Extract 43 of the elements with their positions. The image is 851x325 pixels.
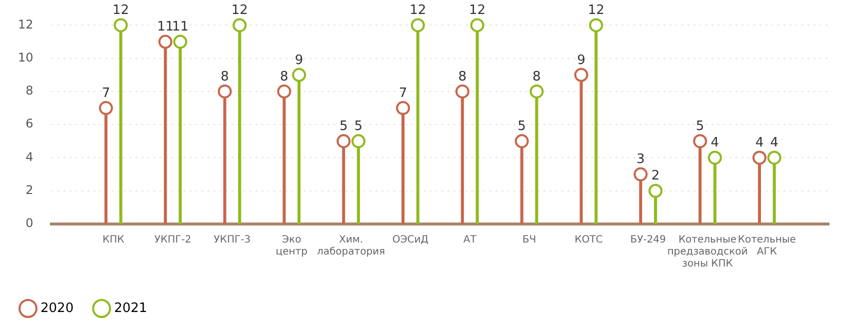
x-tick-label: КОТС — [574, 234, 603, 246]
data-label: 12 — [112, 3, 130, 18]
x-tick-label: Хим. лаборатория — [316, 234, 386, 258]
data-label: 7 — [102, 86, 110, 101]
x-tick-label: БЧ — [522, 234, 536, 246]
data-label: 11 — [172, 20, 188, 35]
data-label: 8 — [220, 69, 229, 84]
data-label: 4 — [770, 136, 778, 151]
data-label: 2 — [651, 168, 660, 184]
y-tick-label: 0 — [26, 216, 34, 230]
data-label: 5 — [696, 119, 704, 134]
data-label: 7 — [398, 86, 408, 101]
data-label: 12 — [410, 3, 426, 18]
data-label: 5 — [354, 119, 363, 134]
x-tick-label: Эко центр — [276, 234, 308, 258]
y-tick-label: 12 — [18, 17, 34, 32]
x-tick-label: ОЭСиД — [392, 234, 429, 246]
y-tick-label: 8 — [26, 84, 34, 98]
data-label: 12 — [588, 3, 604, 18]
y-tick-label: 6 — [26, 116, 34, 131]
data-label: 11 — [157, 20, 174, 35]
legend-label: 2021 — [114, 300, 148, 316]
data-label: 4 — [755, 136, 764, 151]
data-label: 5 — [518, 119, 526, 134]
x-tick-label: УКПГ-2 — [154, 234, 192, 246]
x-tick-label: КПК — [102, 234, 124, 246]
legend-label: 2020 — [40, 300, 74, 316]
data-label: 8 — [458, 69, 467, 84]
data-label: 8 — [280, 69, 288, 84]
y-tick-label: 10 — [18, 50, 34, 64]
data-label: 8 — [532, 69, 541, 84]
data-label: 12 — [231, 3, 248, 18]
x-tick-label: АТ — [463, 234, 478, 246]
data-label: 9 — [577, 52, 586, 68]
data-label: 4 — [710, 136, 720, 151]
data-label: 5 — [339, 119, 348, 134]
data-label: 9 — [294, 52, 304, 68]
y-tick-label: 4 — [26, 150, 34, 164]
y-tick-label: 2 — [26, 182, 34, 197]
x-tick-label: БУ-249 — [630, 234, 666, 246]
x-tick-label: УКПГ-3 — [214, 234, 251, 246]
data-label: 12 — [468, 3, 486, 18]
data-label: 3 — [636, 152, 645, 168]
